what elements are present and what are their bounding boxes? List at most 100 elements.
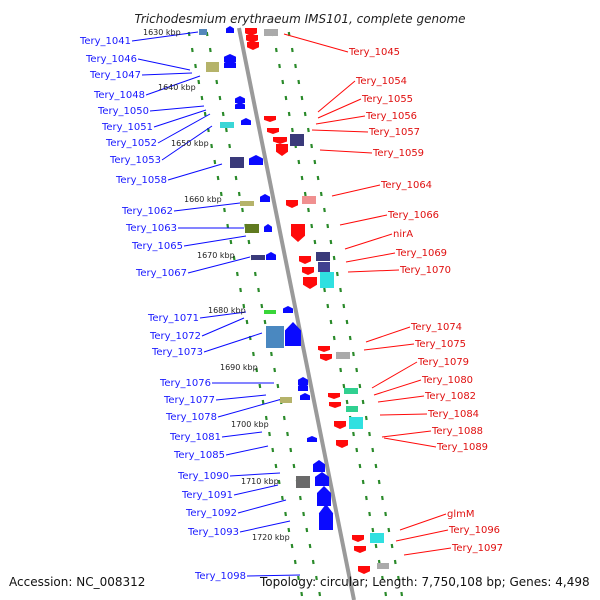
forward-gene-label: Tery_1091 <box>181 490 233 501</box>
track-tick-inner-right <box>371 527 375 533</box>
reverse-gene-label: Tery_1045 <box>348 47 400 58</box>
forward-gene-label: Tery_1047 <box>89 70 141 81</box>
track-tick-outer-left <box>226 223 230 229</box>
gene-block <box>266 326 284 348</box>
track-tick-inner-left <box>299 495 302 501</box>
reverse-gene-label: Tery_1055 <box>361 94 413 105</box>
reverse-gene-label: Tery_1070 <box>399 265 451 276</box>
track-tick-outer-left <box>235 271 239 277</box>
track-tick-inner-left <box>221 111 225 117</box>
reverse-gene-label: nirA <box>393 229 413 240</box>
track-tick-inner-left <box>215 79 219 85</box>
reverse-leader-line <box>315 115 366 125</box>
kbp-scale-label: 1640 kbp <box>158 83 196 92</box>
track-tick-outer-left <box>287 527 291 533</box>
forward-gene-arrow <box>307 436 317 442</box>
track-tick-outer-right <box>300 95 304 101</box>
forward-leader-line <box>153 109 207 128</box>
track-tick-outer-left <box>264 415 268 421</box>
reverse-leader-line <box>373 379 422 396</box>
forward-gene-label: Tery_1062 <box>121 206 173 217</box>
gene-block <box>302 196 316 204</box>
track-tick-outer-right <box>345 319 349 325</box>
track-tick-inner-left <box>237 191 241 197</box>
track-tick-outer-left <box>229 239 233 245</box>
track-tick-outer-right <box>348 335 352 341</box>
track-tick-outer-left <box>197 79 201 85</box>
forward-gene-label: Tery_1046 <box>85 54 137 65</box>
forward-gene-label: Tery_1081 <box>169 432 221 443</box>
reverse-gene-label: Tery_1057 <box>368 127 420 138</box>
forward-leader-line <box>217 398 283 418</box>
track-tick-outer-left <box>261 399 265 405</box>
gene-block <box>320 272 334 288</box>
track-tick-inner-left <box>305 527 309 533</box>
forward-gene-label: Tery_1065 <box>131 241 183 252</box>
forward-gene-arrow <box>300 393 310 400</box>
forward-gene-label: Tery_1077 <box>163 395 215 406</box>
track-tick-outer-left <box>268 431 271 437</box>
reverse-leader-line <box>363 343 415 351</box>
kbp-scale: 1630 kbp 1640 kbp 1650 kbp 1660 kbp 1670 kbp… <box>143 28 290 542</box>
reverse-leader-line <box>283 33 349 53</box>
gene-block <box>316 252 330 261</box>
track-tick-outer-left <box>200 95 204 101</box>
gene-block <box>220 122 234 128</box>
kbp-scale-label: 1690 kbp <box>220 363 258 372</box>
reverse-gene-label: Tery_1059 <box>372 148 424 159</box>
track-tick-outer-right <box>294 63 297 69</box>
reverse-leader-line <box>311 129 369 133</box>
reverse-leader-line <box>344 233 393 250</box>
reverse-gene-arrow <box>247 42 259 50</box>
track-tick-inner-left <box>276 383 280 389</box>
reverse-gene-arrow <box>318 346 330 352</box>
track-tick-inner-left <box>241 207 244 213</box>
track-tick-outer-left <box>239 287 242 293</box>
track-tick-outer-left <box>271 447 275 453</box>
track-tick-outer-right <box>374 463 378 469</box>
gene-block <box>230 157 244 168</box>
track-tick-outer-right <box>371 447 375 453</box>
reverse-leader-line <box>345 252 396 263</box>
reverse-gene-label: Tery_1079 <box>417 357 469 368</box>
forward-gene-label: Tery_1053 <box>109 155 161 166</box>
gene-block <box>251 255 265 260</box>
forward-gene-label: Tery_1063 <box>125 223 177 234</box>
track-tick-outer-right <box>390 543 394 549</box>
track-tick-outer-left <box>274 463 278 469</box>
reverse-gene-label: Tery_1064 <box>380 180 432 191</box>
track-tick-inner-left <box>292 463 296 469</box>
track-tick-outer-left <box>213 159 217 165</box>
reverse-gene-arrow <box>354 546 366 553</box>
forward-gene-arrow <box>285 322 301 346</box>
reverse-leader-line <box>331 184 381 197</box>
reverse-gene-label: Tery_1054 <box>355 76 407 87</box>
reverse-leader-line <box>365 326 411 343</box>
track-tick-outer-right <box>316 175 320 181</box>
kbp-scale-label: 1630 kbp <box>143 28 181 37</box>
gene-block <box>290 134 304 146</box>
track-tick-outer-right <box>352 351 355 357</box>
forward-gene-arrow <box>319 504 333 530</box>
kbp-scale-label: 1700 kbp <box>231 420 269 429</box>
track-tick-outer-left <box>223 207 226 213</box>
reverse-gene-arrow <box>246 35 258 43</box>
track-tick-inner-left <box>273 367 277 373</box>
gene-block <box>264 29 278 36</box>
track-tick-outer-left <box>187 31 191 37</box>
reverse-leader-line <box>399 513 447 531</box>
gene-block <box>206 62 219 72</box>
forward-leader-line <box>233 484 279 496</box>
track-tick-inner-right <box>368 511 371 517</box>
track-tick-inner-right <box>274 47 278 53</box>
forward-gene-label: Tery_1085 <box>173 450 225 461</box>
track-tick-inner-right <box>355 447 359 453</box>
forward-leader-line <box>157 113 211 144</box>
forward-leader-line <box>187 256 251 274</box>
forward-leader-line <box>167 163 223 181</box>
forward-gene-arrow <box>313 460 325 472</box>
reverse-gene-label: Tery_1056 <box>365 111 417 122</box>
reverse-gene-label: Tery_1069 <box>395 248 447 259</box>
reverse-leader-line <box>379 413 428 416</box>
forward-gene-arrow <box>235 102 245 109</box>
